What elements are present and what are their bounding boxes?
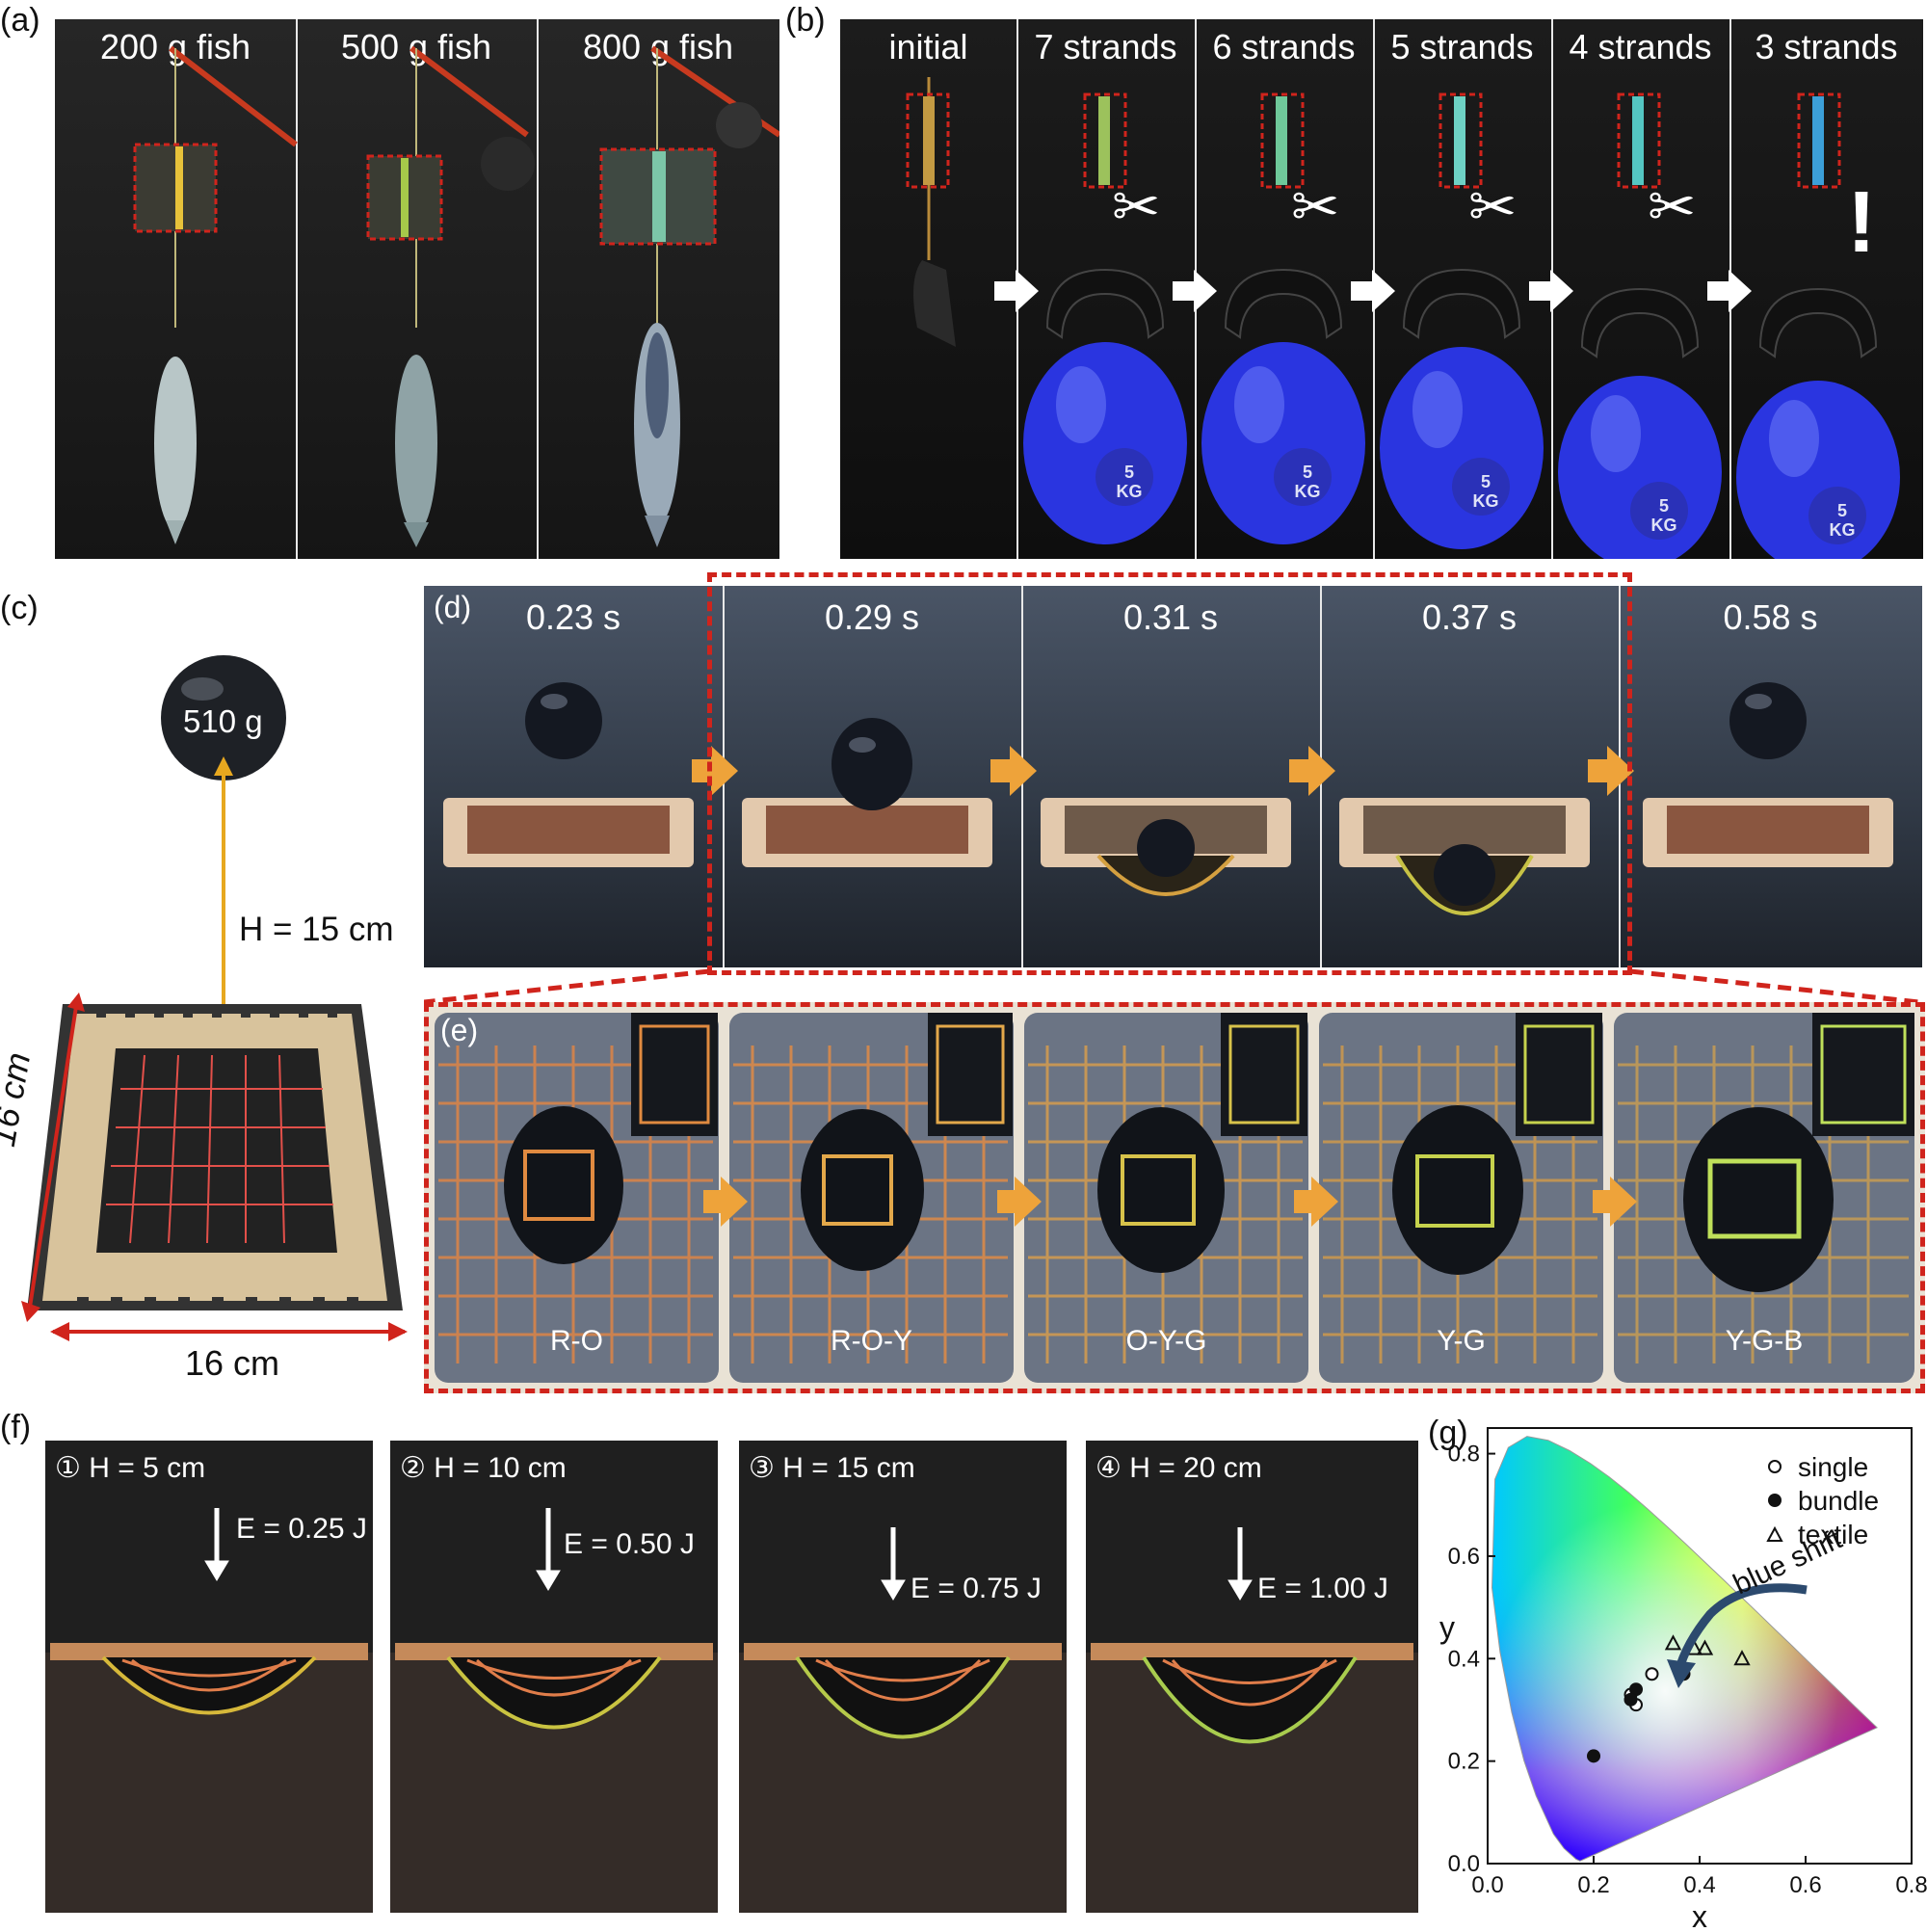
highlight-box-d <box>707 572 1632 975</box>
color-state-2: R-O-Y <box>831 1325 912 1357</box>
panel-b-label: (b) <box>785 2 826 39</box>
color-state-1: R-O <box>550 1325 603 1357</box>
color-state-5: Y-G-B <box>1725 1325 1804 1357</box>
legend-label-textile: textile <box>1798 1520 1868 1549</box>
ball-mass-label: 510 g <box>183 703 263 739</box>
blue-shift-arrow <box>1674 1583 1808 1674</box>
panel-d-photo: (d) 0.23 s 0.29 s 0.31 s 0.37 s 0.58 s <box>424 586 1922 967</box>
alert-exclamation: ! <box>1847 174 1876 271</box>
strand-caption-initial: initial <box>888 27 968 66</box>
panel-g-label: (g) <box>1428 1415 1468 1451</box>
strand-caption-5: 5 strands <box>1390 27 1534 66</box>
height-label-1: ① H = 5 cm <box>55 1452 206 1484</box>
drop-height-label: H = 15 cm <box>239 911 394 948</box>
y-tick-label: 0.4 <box>1448 1646 1480 1672</box>
color-change-sequence <box>435 1013 1914 1383</box>
kettlebell-weight-2: 5 KG <box>1294 463 1321 501</box>
legend-label-bundle: bundle <box>1798 1486 1879 1516</box>
panel-e-frame: (e) R-O R-O-Y O-Y-G Y-G Y-G-B <box>424 1002 1925 1393</box>
panel-e-label: (e) <box>440 1013 479 1047</box>
legend: single bundle textile <box>1766 1452 1879 1549</box>
strand-caption-4: 4 strands <box>1569 27 1712 66</box>
svg-text:✂: ✂ <box>1468 174 1517 239</box>
x-tick-label: 0.8 <box>1895 1872 1927 1898</box>
point-single <box>1645 1667 1659 1681</box>
svg-text:✂: ✂ <box>1291 174 1339 239</box>
y-tick-label: 0.6 <box>1448 1544 1480 1570</box>
svg-text:✂: ✂ <box>1648 174 1696 239</box>
x-tick-label: 0.6 <box>1789 1872 1821 1898</box>
fishing-scene-illustration <box>133 45 779 547</box>
height-label-4: ④ H = 20 cm <box>1095 1452 1262 1484</box>
time-caption-5: 0.58 s <box>1723 597 1818 637</box>
legend-label-single: single <box>1798 1452 1868 1482</box>
locus-outline <box>1491 1436 1878 1862</box>
strand-caption-3: 3 strands <box>1755 27 1898 66</box>
energy-label-3: E = 0.75 J <box>911 1573 1042 1604</box>
point-textile <box>1664 1634 1682 1651</box>
time-caption-2: 0.29 s <box>824 597 920 637</box>
y-axis-label: y <box>1439 1610 1455 1645</box>
kettlebell-weight-1: 5 KG <box>1116 463 1143 501</box>
strand-caption-6: 6 strands <box>1212 27 1356 66</box>
zoom-connector-lines <box>424 968 1920 1005</box>
kettlebell-weight-5: 5 KG <box>1829 501 1856 540</box>
panel-d-label: (d) <box>434 590 472 624</box>
drop-test-schematic <box>21 655 408 1341</box>
panel-f-label: (f) <box>0 1409 32 1445</box>
strand-caption-7: 7 strands <box>1034 27 1177 66</box>
y-tick-label: 0.8 <box>1448 1442 1480 1468</box>
blue-shift-arrowhead <box>1667 1659 1696 1688</box>
x-tick-label: 0.4 <box>1683 1872 1715 1898</box>
ball-drop-sequence <box>443 682 1893 915</box>
side-length-bottom: 16 cm <box>185 1343 280 1383</box>
cie-chromaticity-chart: 0.0 0.2 0.4 0.6 0.80.00.20.40.60.8 blue shif… <box>1439 1427 1927 1929</box>
point-textile <box>1733 1650 1751 1666</box>
color-state-3: O-Y-G <box>1125 1325 1207 1357</box>
kettlebell-weight-3: 5 KG <box>1472 472 1499 511</box>
y-tick-label: 0.2 <box>1448 1749 1480 1775</box>
kettlebell-weight-4: 5 KG <box>1650 496 1677 535</box>
energy-label-2: E = 0.50 J <box>564 1528 695 1560</box>
time-caption-4: 0.37 s <box>1421 597 1518 637</box>
height-label-2: ② H = 10 cm <box>400 1452 567 1484</box>
point-textile <box>1696 1639 1714 1655</box>
panel-a-label: (a) <box>0 2 40 39</box>
legend-marker-bundle <box>1768 1494 1782 1507</box>
panel-a-photo: 200 g fish 500 g fish 800 g fish <box>55 19 779 559</box>
svg-text:✂: ✂ <box>1112 174 1160 239</box>
y-tick-label: 0.0 <box>1448 1851 1480 1877</box>
legend-marker-single <box>1768 1460 1782 1473</box>
energy-label-1: E = 0.25 J <box>236 1513 367 1545</box>
x-tick-label: 0.0 <box>1471 1872 1503 1898</box>
kettlebell-scene-illustration: ✂ ✂ ✂ ✂ <box>906 77 1900 559</box>
point-bundle <box>1587 1749 1600 1763</box>
point-bundle <box>1629 1682 1643 1697</box>
panel-c-label: (c) <box>0 590 39 626</box>
energy-label-4: E = 1.00 J <box>1257 1573 1388 1604</box>
height-energy-photos <box>45 1441 1418 1913</box>
panel-b-photo: initial 7 strands 6 strands 5 strands 4 … <box>840 19 1923 559</box>
legend-marker-textile <box>1766 1525 1783 1542</box>
x-tick-label: 0.2 <box>1577 1872 1609 1898</box>
color-state-4: Y-G <box>1437 1325 1486 1357</box>
time-caption-1: 0.23 s <box>525 597 621 637</box>
point-bundle <box>1623 1692 1638 1707</box>
height-label-3: ③ H = 15 cm <box>749 1452 915 1484</box>
x-axis-label: x <box>1692 1899 1707 1929</box>
time-caption-3: 0.31 s <box>1122 597 1219 637</box>
